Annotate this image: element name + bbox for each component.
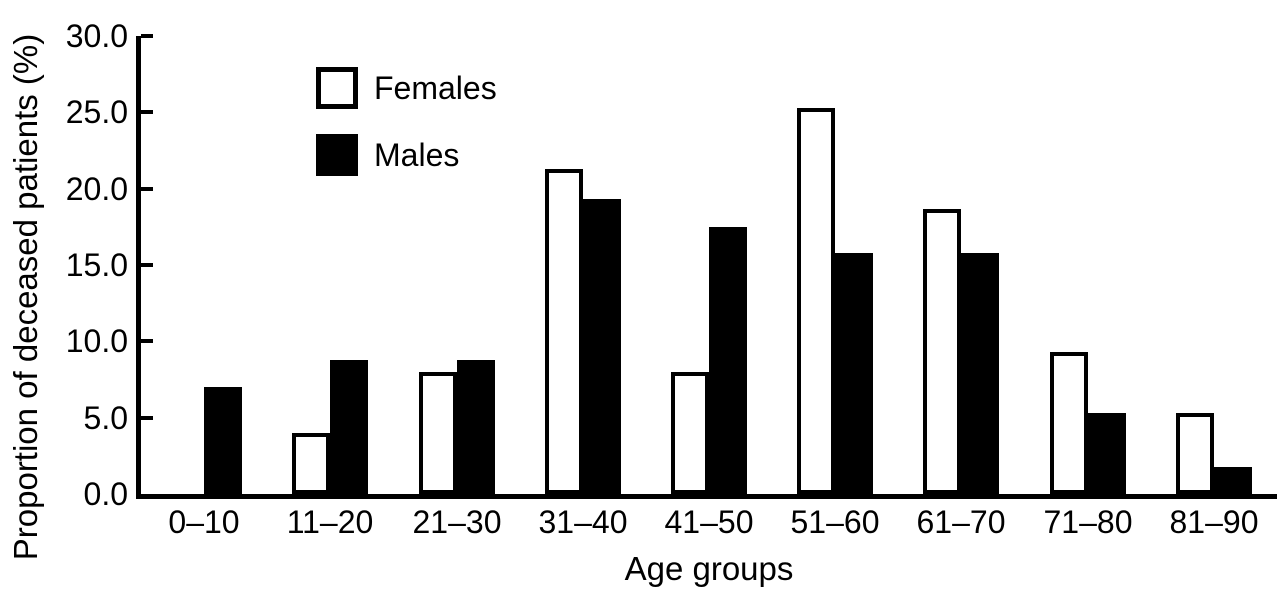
- bar-males-71–80: [1088, 413, 1126, 494]
- y-tick-mark: [141, 416, 153, 420]
- y-tick-label: 30.0: [65, 18, 128, 54]
- x-tick-label: 51–60: [790, 504, 880, 540]
- bar-females-11–20: [292, 433, 330, 494]
- legend: Females Males: [316, 67, 497, 201]
- bar-females-41–50: [671, 372, 709, 494]
- y-tick-label: 20.0: [65, 171, 128, 207]
- bar-males-41–50: [709, 227, 747, 494]
- y-tick-mark: [141, 187, 153, 191]
- y-tick-mark: [141, 34, 153, 38]
- legend-label-females: Females: [374, 70, 497, 106]
- y-tick-label: 0.0: [83, 476, 128, 512]
- bar-males-61–70: [961, 253, 999, 494]
- x-tick-label: 71–80: [1043, 504, 1133, 540]
- y-tick-label: 25.0: [65, 94, 128, 130]
- y-tick-mark: [141, 110, 153, 114]
- x-tick-label: 0–10: [168, 504, 240, 540]
- bar-females-31–40: [545, 169, 583, 494]
- bar-females-51–60: [797, 108, 835, 494]
- legend-label-males: Males: [374, 137, 460, 173]
- bar-males-11–20: [330, 360, 368, 494]
- y-tick-label: 5.0: [83, 400, 128, 436]
- x-tick-label: 21–30: [412, 504, 502, 540]
- bar-females-81–90: [1176, 413, 1214, 494]
- y-tick-label: 10.0: [65, 323, 128, 359]
- plot-area: Females Males: [136, 34, 1277, 499]
- x-axis-title: Age groups: [624, 550, 794, 587]
- legend-item-males: Males: [316, 134, 497, 176]
- x-tick-label: 61–70: [916, 504, 1006, 540]
- x-tick-label: 41–50: [664, 504, 754, 540]
- bar-females-21–30: [419, 372, 457, 494]
- bar-males-0–10: [204, 387, 242, 494]
- x-tick-label: 81–90: [1169, 504, 1259, 540]
- x-tick-label: 11–20: [286, 504, 374, 540]
- y-tick-mark: [141, 339, 153, 343]
- females-swatch: [316, 67, 358, 109]
- bar-males-81–90: [1214, 467, 1252, 494]
- bar-males-51–60: [835, 253, 873, 494]
- legend-item-females: Females: [316, 67, 497, 109]
- bar-males-31–40: [583, 199, 621, 494]
- y-tick-label: 15.0: [65, 247, 128, 283]
- bar-females-61–70: [923, 209, 961, 494]
- x-tick-label: 31–40: [538, 504, 628, 540]
- males-swatch: [316, 134, 358, 176]
- bar-males-21–30: [457, 360, 495, 494]
- y-tick-mark: [141, 263, 153, 267]
- bar-females-71–80: [1050, 352, 1088, 494]
